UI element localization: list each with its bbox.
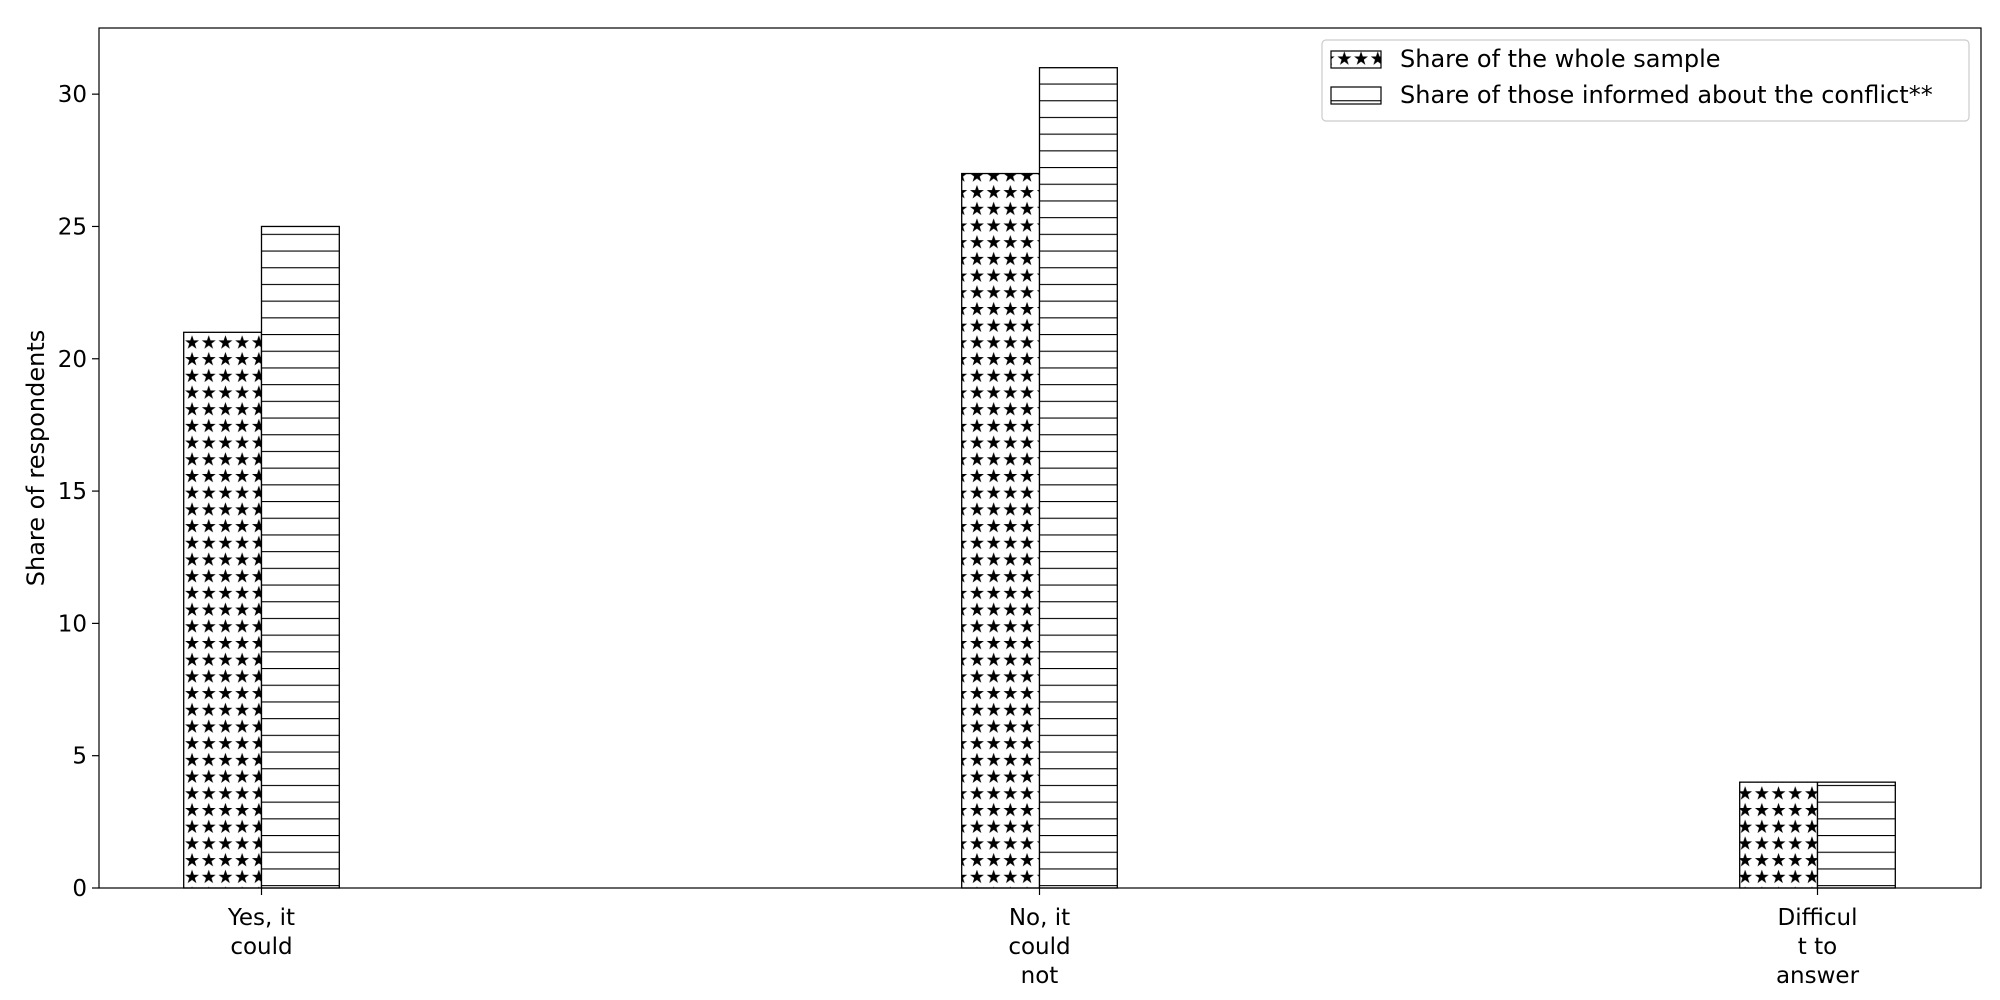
legend-box <box>1321 39 1970 122</box>
y-tick-label: 5 <box>72 744 87 770</box>
y-tick-label: 0 <box>72 876 87 902</box>
x-tick-label: Difficul t to answer <box>1776 905 1860 989</box>
y-tick-label: 25 <box>58 214 87 240</box>
y-axis: 0 5 10 15 20 25 30 <box>58 82 99 902</box>
legend-swatch <box>1330 86 1382 105</box>
y-tick-label: 30 <box>58 82 87 108</box>
bar-whole-sample-1 <box>961 172 1041 889</box>
y-tick-label: 15 <box>58 479 87 505</box>
y-axis-label: Share of respondents <box>22 330 50 587</box>
bar-informed-1 <box>1038 67 1118 889</box>
y-tick-label: 20 <box>58 347 87 373</box>
x-axis: Yes, it could No, it could not Difficul t to an… <box>227 888 1860 989</box>
x-tick-label: No, it could not <box>1008 905 1070 989</box>
legend-label: Share of those informed about the confli… <box>1400 81 1933 109</box>
legend: Share of the whole sample Share of those … <box>1321 39 1970 122</box>
bar-informed-0 <box>260 225 340 889</box>
legend-label: Share of the whole sample <box>1400 45 1721 73</box>
bar-whole-sample-0 <box>183 331 263 889</box>
bars-layer <box>183 67 1896 889</box>
bar-whole-sample-2 <box>1739 781 1819 889</box>
x-tick-label: Yes, it could <box>227 905 295 960</box>
y-tick-label: 10 <box>58 611 87 637</box>
bar-informed-2 <box>1816 781 1896 889</box>
legend-swatch <box>1330 50 1382 69</box>
